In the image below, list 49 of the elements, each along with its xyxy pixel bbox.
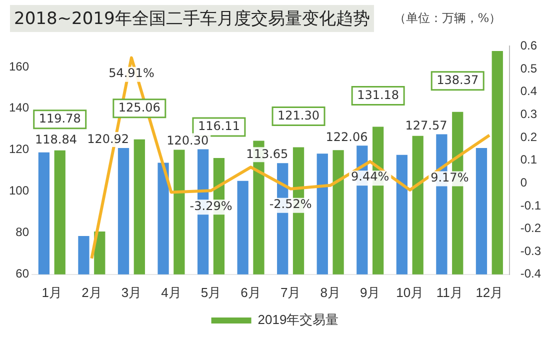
y2-tick-label: -0.2 <box>520 221 542 236</box>
x-tick-label: 10月 <box>396 284 424 300</box>
y-tick-label: 80 <box>16 225 30 240</box>
y2-tick-label: -0.3 <box>520 244 542 258</box>
y-tick-label: 160 <box>8 59 30 74</box>
data-label: 120.92 <box>87 132 130 146</box>
data-label: 116.11 <box>198 119 240 134</box>
y-tick-label: 60 <box>16 266 30 281</box>
chart-title: 2018~2019年全国二手车月度交易量变化趋势 <box>10 4 374 32</box>
legend-label: 2019年交易量 <box>258 312 339 328</box>
x-tick-label: 7月 <box>280 284 301 300</box>
y-tick-label: 100 <box>8 184 30 198</box>
x-tick-label: 9月 <box>360 284 380 300</box>
x-tick-label: 12月 <box>476 284 504 300</box>
data-label: 54.91% <box>108 66 154 80</box>
y-tick-label: 120 <box>8 142 30 156</box>
y2-tick-label: 0.1 <box>520 152 538 167</box>
y2-tick-label: -0.4 <box>520 266 542 281</box>
x-tick-label: 5月 <box>200 284 222 300</box>
data-label: 138.37 <box>436 72 479 87</box>
x-tick-label: 3月 <box>121 284 142 300</box>
data-label: 118.84 <box>35 132 78 146</box>
x-tick-label: 4月 <box>161 284 182 300</box>
y2-tick-label: 0.2 <box>520 130 538 144</box>
y2-tick-label: 0 <box>520 175 528 190</box>
data-label: 127.57 <box>405 118 448 132</box>
y2-tick-label: 0.5 <box>520 61 538 76</box>
y2-tick-label: 0.3 <box>520 106 538 121</box>
data-label: 120.30 <box>166 133 209 148</box>
x-tick-label: 6月 <box>240 284 261 300</box>
data-label: -3.29% <box>190 198 232 213</box>
data-label: 125.06 <box>118 100 160 115</box>
data-label: 121.30 <box>278 108 320 122</box>
data-label: 9.17% <box>430 170 469 184</box>
y2-tick-label: -0.1 <box>520 198 542 212</box>
data-label: 131.18 <box>357 88 400 102</box>
y2-tick-label: 0.4 <box>520 84 538 98</box>
data-label: 9.44% <box>351 170 390 184</box>
x-tick-label: 1月 <box>42 284 62 300</box>
x-tick-label: 11月 <box>436 284 463 300</box>
y2-tick-label: 0.6 <box>520 38 538 53</box>
x-tick-label: 8月 <box>320 284 340 300</box>
data-label: 113.65 <box>246 147 288 162</box>
data-label: 122.06 <box>326 130 368 144</box>
data-label: 119.78 <box>38 112 81 126</box>
data-label: -2.52% <box>269 196 312 211</box>
x-tick-label: 2月 <box>82 284 102 300</box>
y-tick-label: 140 <box>8 100 30 115</box>
chart-subtitle: （单位：万辆，%） <box>394 10 502 26</box>
